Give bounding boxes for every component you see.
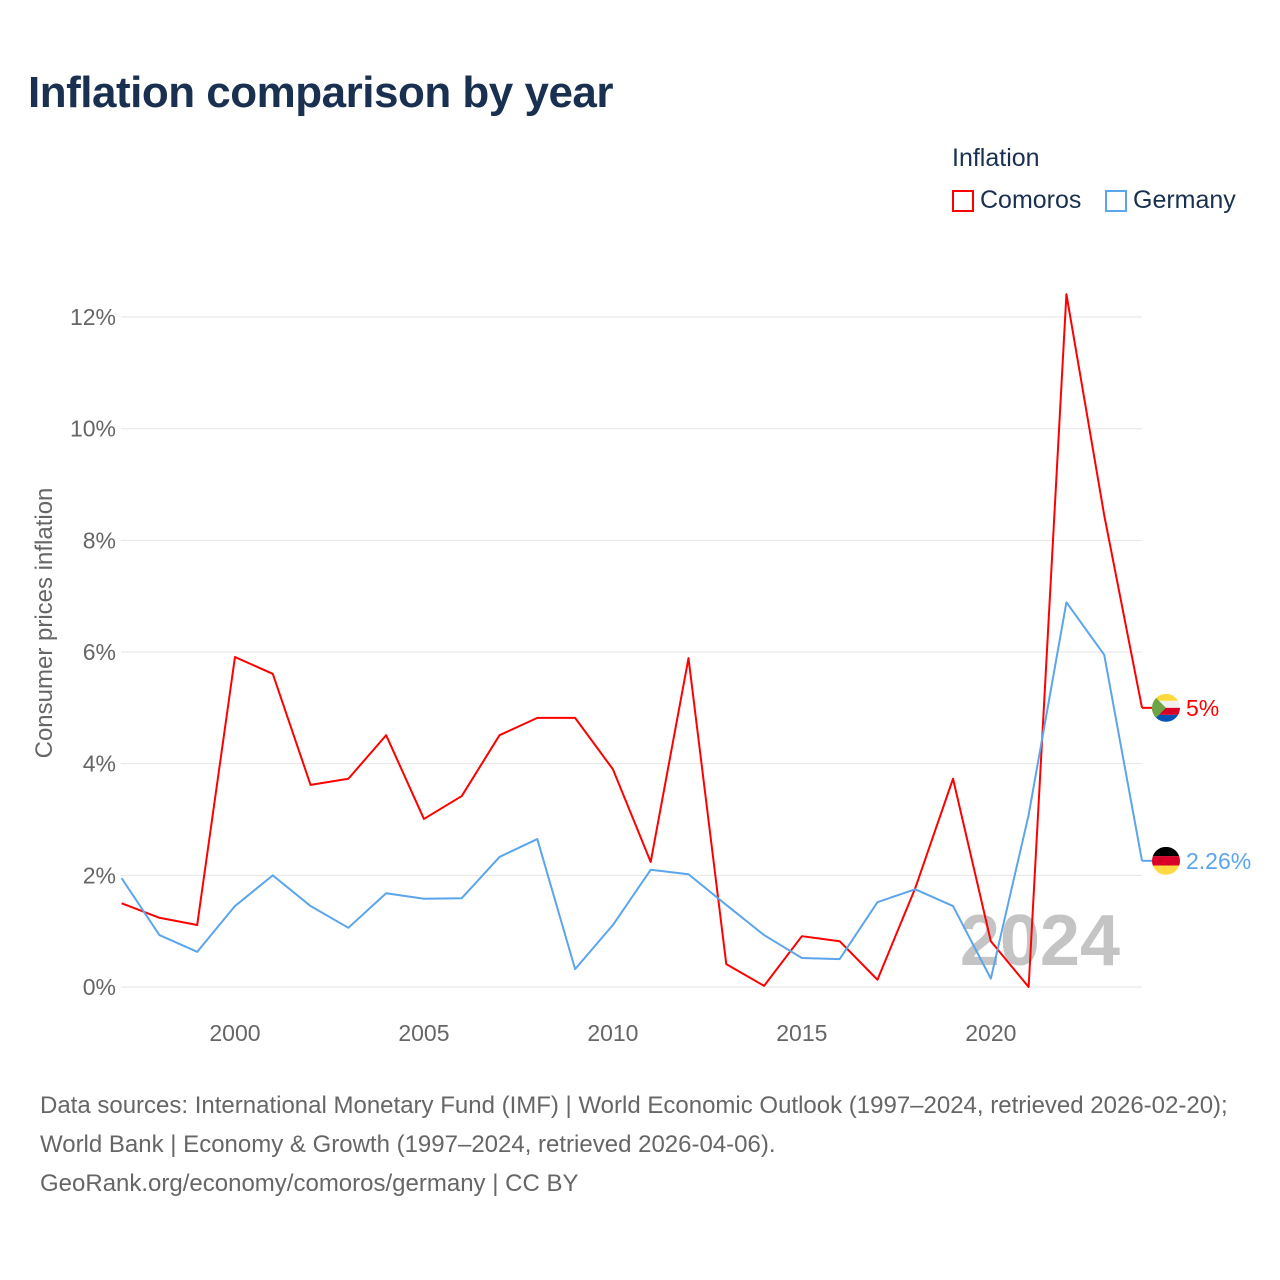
- end-value-label: 2.26%: [1186, 848, 1251, 874]
- flag-stripe: [1152, 693, 1180, 701]
- y-tick-label: 10%: [70, 416, 116, 442]
- x-tick-label: 2000: [209, 1020, 260, 1046]
- y-tick-label: 12%: [70, 304, 116, 330]
- flag-stripe: [1152, 865, 1180, 875]
- flag-stripe: [1152, 714, 1180, 722]
- y-tick-label: 4%: [83, 751, 116, 777]
- source-text: Data sources: International Monetary Fun…: [40, 1092, 1228, 1158]
- legend-item-germany[interactable]: Germany: [1105, 186, 1236, 215]
- y-tick-label: 2%: [83, 862, 116, 888]
- y-tick-label: 6%: [83, 639, 116, 665]
- series-line: [121, 293, 1143, 988]
- legend-swatch-germany: [1105, 189, 1127, 212]
- end-value-label: 5%: [1186, 695, 1219, 721]
- comoros-flag-icon: [1152, 693, 1180, 722]
- legend-label: Germany: [1133, 186, 1236, 214]
- year-watermark: 2024: [960, 901, 1120, 981]
- flag-stripe: [1152, 707, 1180, 715]
- x-tick-label: 2010: [587, 1020, 638, 1046]
- legend-title: Inflation: [952, 144, 1040, 172]
- flag-stripe: [1152, 846, 1180, 857]
- legend-label: Comoros: [980, 186, 1082, 214]
- germany-flag-icon: [1152, 846, 1180, 875]
- series-comoros: 5%: [121, 293, 1219, 988]
- flag-stripe: [1152, 700, 1180, 708]
- series-line: [120, 601, 1143, 980]
- flag-stripe: [1152, 856, 1180, 866]
- legend-swatch-comoros: [952, 189, 974, 212]
- y-tick-label: 8%: [83, 527, 116, 553]
- flag-triangle: [1152, 693, 1166, 722]
- y-tick-label: 0%: [83, 974, 116, 1000]
- source-note: Data sources: International Monetary Fun…: [40, 1086, 1250, 1203]
- source-link[interactable]: GeoRank.org/economy/comoros/germany | CC…: [40, 1170, 579, 1197]
- page-title: Inflation comparison by year: [28, 68, 614, 117]
- x-tick-label: 2015: [776, 1020, 827, 1046]
- x-tick-label: 2020: [965, 1020, 1016, 1046]
- y-axis-label: Consumer prices inflation: [31, 488, 58, 759]
- legend-item-comoros[interactable]: Comoros: [952, 186, 1081, 215]
- x-tick-label: 2005: [398, 1020, 449, 1046]
- series-germany: 2.26%: [120, 601, 1251, 980]
